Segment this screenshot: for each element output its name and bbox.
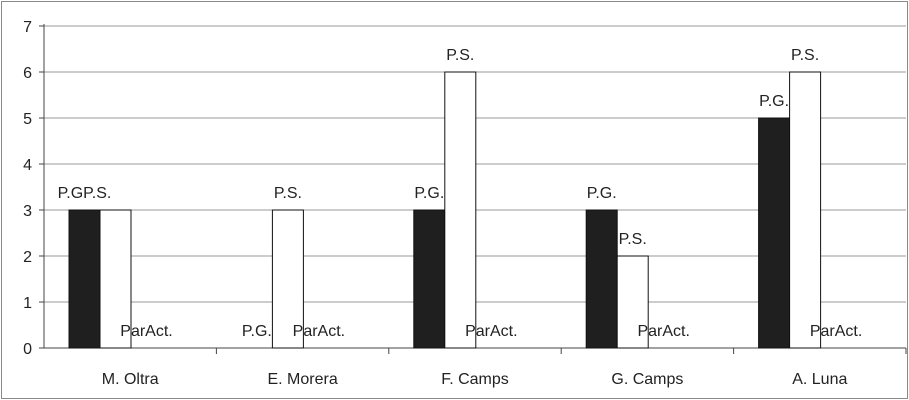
y-tick-label-2: 2 [23, 249, 32, 266]
data-label-pg-1: P.G. [242, 323, 272, 340]
bar-pg-4 [758, 117, 791, 349]
data-label-paract-4: ParAct. [810, 323, 862, 340]
data-label-paract-3: ParAct. [637, 323, 689, 340]
data-labels: P.GP.S. ParAct. P.G. P.S. ParAct. P.G. P.S. Par… [58, 47, 863, 340]
data-label-ps-1: P.S. [274, 185, 302, 202]
bar-ps-3 [616, 255, 649, 349]
bar-ps-0 [99, 209, 132, 349]
bars [68, 71, 822, 349]
bar-pg-0 [68, 209, 101, 349]
data-label-paract-0: ParAct. [120, 323, 172, 340]
y-tick-label-1: 1 [23, 295, 32, 312]
data-label-ps-4: P.S. [791, 47, 819, 64]
data-label-pg-0: P.GP.S. [58, 185, 112, 202]
bar-pg-2 [413, 209, 446, 349]
tick-labels: 0 1 2 3 4 5 6 7 M. Oltra E. Morera F. Camps G. Camp… [23, 19, 847, 388]
y-tick-label-3: 3 [23, 203, 32, 220]
data-label-paract-2: ParAct. [465, 323, 517, 340]
data-label-pg-3: P.G. [587, 185, 617, 202]
x-tick-label-2: F. Camps [441, 371, 509, 388]
bar-ps-2 [444, 71, 477, 349]
y-tick-label-7: 7 [23, 19, 32, 36]
x-tick-label-0: M. Oltra [102, 371, 159, 388]
bar-ps-4 [789, 71, 822, 349]
x-tick-label-3: G. Camps [611, 371, 683, 388]
bar-ps-1 [271, 209, 304, 349]
x-tick-label-4: A. Luna [792, 371, 847, 388]
bar-pg-3 [585, 209, 618, 349]
y-tick-label-6: 6 [23, 65, 32, 82]
y-tick-label-4: 4 [23, 157, 32, 174]
y-tick-label-0: 0 [23, 341, 32, 358]
data-label-pg-2: P.G. [414, 185, 444, 202]
x-tick-label-1: E. Morera [267, 371, 337, 388]
data-label-pg-4: P.G. [759, 93, 789, 110]
y-tick-label-5: 5 [23, 111, 32, 128]
data-label-ps-2: P.S. [446, 47, 474, 64]
data-label-ps-3: P.S. [619, 231, 647, 248]
data-label-paract-1: ParAct. [293, 323, 345, 340]
